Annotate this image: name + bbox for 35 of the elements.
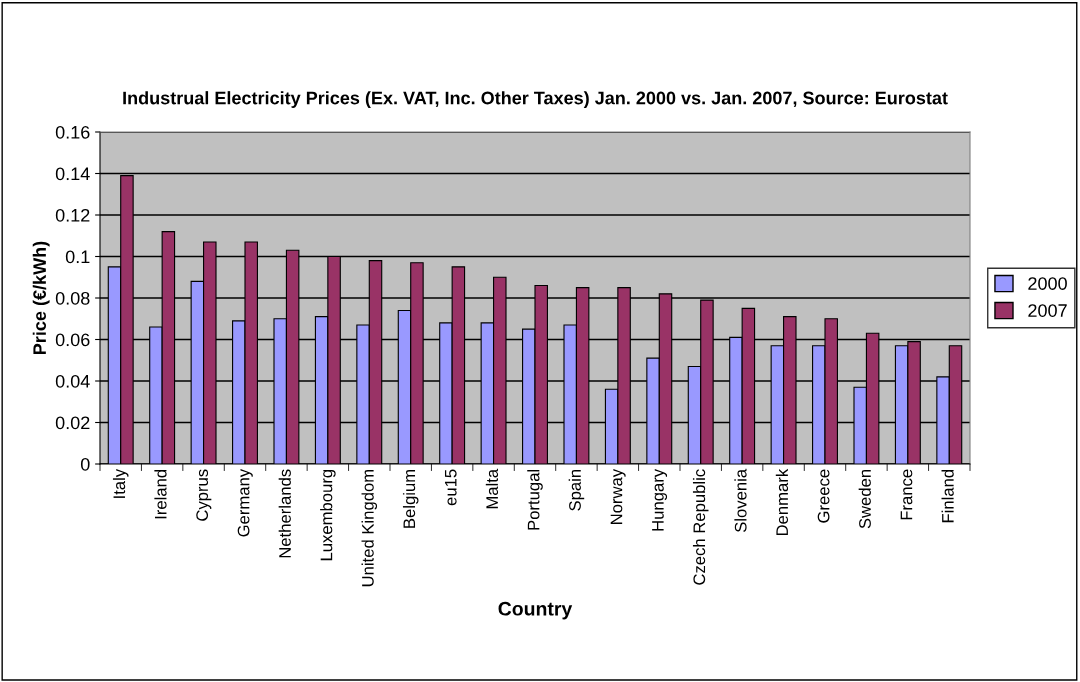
x-tick-label: eu15	[444, 469, 457, 506]
x-tick-label: Germany	[237, 468, 253, 537]
x-axis-title: Country	[498, 601, 573, 620]
y-tick-label: 0.16	[55, 125, 90, 139]
x-tick-label: Slovenia	[734, 468, 747, 533]
chart-title: Industrual Electricity Prices (Ex. VAT, Inc. Other Taxes) Jan. 2000 vs. Jan. 2007, Source: Eurostat	[123, 91, 948, 108]
x-tick-label: Finland	[941, 469, 954, 523]
x-tick-label: Czech Republic	[692, 469, 709, 585]
y-tick-label: 0.08	[55, 291, 90, 305]
legend-label: 2000	[1028, 277, 1067, 290]
x-tick-label: Spain	[568, 469, 585, 511]
x-tick-label: Sweden	[858, 469, 871, 529]
x-tick-label: Luxembourg	[320, 469, 336, 561]
y-axis-title: Price (€/kWh)	[32, 241, 50, 354]
y-tick-label: 0.14	[55, 167, 90, 181]
x-tick-label: Greece	[817, 469, 830, 523]
y-tick-label: 0.1	[65, 250, 90, 264]
x-tick-label: Hungary	[652, 468, 668, 531]
legend-label: 2007	[1028, 304, 1067, 317]
x-tick-label: Ireland	[154, 469, 167, 519]
y-tick-label: 0.02	[55, 416, 90, 430]
x-tick-label: France	[900, 469, 913, 520]
y-tick-label: 0.04	[55, 374, 90, 388]
x-tick-label: Netherlands	[278, 469, 291, 558]
x-tick-label: Belgium	[402, 469, 419, 528]
x-tick-label: United Kingdom	[361, 469, 378, 587]
x-tick-label: Malta	[485, 468, 499, 509]
x-tick-label: Denmark	[775, 468, 789, 536]
y-tick-label: 0.06	[55, 333, 90, 347]
x-tick-label: Cyprus	[196, 469, 212, 521]
x-tick-label: Portugal	[527, 469, 543, 530]
x-tick-label: Italy	[112, 468, 129, 498]
x-tick-label: Norway	[610, 468, 626, 524]
y-tick-label: 0	[80, 457, 90, 471]
y-tick-label: 0.12	[55, 208, 90, 222]
